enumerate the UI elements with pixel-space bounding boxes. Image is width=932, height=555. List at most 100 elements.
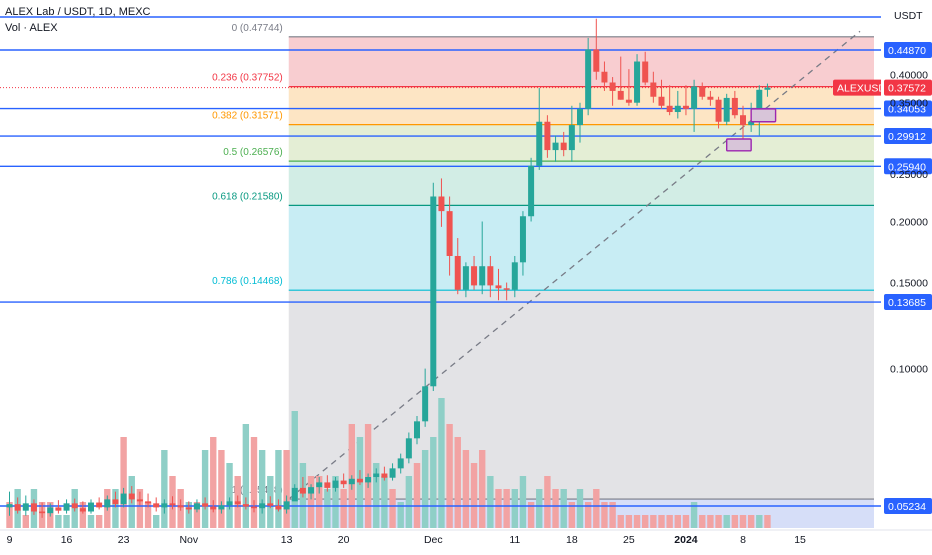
candle-body bbox=[740, 115, 746, 126]
candle-body bbox=[161, 503, 168, 508]
volume-bar bbox=[185, 502, 192, 528]
candle-body bbox=[414, 421, 420, 439]
volume-bar bbox=[389, 489, 396, 528]
volume-bar bbox=[617, 515, 624, 528]
candle-body bbox=[47, 507, 54, 514]
time-tick-label: 9 bbox=[7, 534, 13, 546]
volume-bar bbox=[405, 476, 413, 528]
candle-body bbox=[299, 487, 306, 494]
volume-bar bbox=[55, 515, 62, 528]
candle-body bbox=[128, 493, 135, 500]
volume-bar bbox=[63, 515, 70, 528]
volume-bar bbox=[764, 515, 771, 528]
volume-bar bbox=[707, 515, 714, 528]
candle-body bbox=[6, 504, 13, 508]
volume-bar bbox=[699, 515, 706, 528]
candle-body bbox=[495, 285, 502, 289]
candle-body bbox=[715, 99, 722, 122]
symbol-tag bbox=[833, 79, 884, 96]
volume-bar bbox=[593, 489, 600, 528]
volume-bar bbox=[193, 502, 201, 528]
fib-level-label: 0.786 (0.14468) bbox=[212, 276, 283, 287]
candle-body bbox=[218, 505, 225, 510]
candle-body bbox=[617, 90, 624, 100]
time-tick-label: 13 bbox=[281, 534, 293, 546]
symbol-tag-label: ALEXUSDT bbox=[837, 83, 893, 95]
level-tag-label: 0.05234 bbox=[888, 501, 926, 513]
level-tag-label: 0.25940 bbox=[888, 161, 926, 173]
candle-body bbox=[544, 121, 551, 151]
candle-body bbox=[283, 501, 290, 510]
candle-body bbox=[691, 86, 698, 109]
volume-bar bbox=[144, 502, 152, 528]
volume-bar bbox=[650, 515, 657, 528]
candle-body bbox=[291, 487, 298, 502]
candle-body bbox=[332, 480, 339, 488]
price-tick-label: 0.20000 bbox=[890, 216, 928, 228]
volume-bar bbox=[739, 515, 747, 528]
time-tick-label: 15 bbox=[794, 534, 806, 546]
candle-body bbox=[438, 196, 445, 212]
level-tag bbox=[884, 158, 932, 175]
volume-bar bbox=[120, 437, 127, 528]
candle-body bbox=[275, 505, 282, 510]
candle-body bbox=[397, 458, 404, 469]
volume-bar bbox=[544, 476, 551, 528]
volume-bar bbox=[715, 515, 722, 528]
candle-body bbox=[259, 503, 266, 509]
time-tick-label: 25 bbox=[623, 534, 635, 546]
candle-body bbox=[756, 89, 763, 122]
volume-bar bbox=[226, 463, 233, 528]
volume-bar bbox=[609, 502, 616, 528]
volume-bar bbox=[307, 476, 315, 528]
volume-bar bbox=[682, 515, 690, 528]
current-price-tag bbox=[884, 79, 932, 96]
volume-bar bbox=[283, 450, 290, 528]
symbol-legend[interactable]: ALEX Lab / USDT, 1D, MEXC bbox=[5, 6, 151, 18]
volume-bar bbox=[275, 450, 282, 528]
volume-bar bbox=[731, 515, 739, 528]
candle-body bbox=[748, 121, 755, 126]
volume-bar bbox=[324, 489, 331, 528]
fib-level-label: 0.382 (0.31571) bbox=[212, 111, 283, 122]
volume-bar bbox=[690, 502, 698, 528]
candle-body bbox=[609, 82, 616, 91]
candle-body bbox=[340, 480, 347, 485]
candle-body bbox=[71, 503, 78, 509]
fib-band bbox=[288, 290, 874, 500]
time-tick-label: 23 bbox=[118, 534, 130, 546]
time-tick-label: Nov bbox=[179, 534, 198, 546]
current-price-label: 0.37572 bbox=[888, 83, 926, 95]
volume-bar bbox=[201, 450, 209, 528]
fib-band bbox=[288, 124, 874, 162]
level-tag-label: 0.13685 bbox=[888, 297, 926, 309]
time-tick-label: 2024 bbox=[674, 534, 698, 546]
fib-level-label: 0.236 (0.37752) bbox=[212, 73, 283, 84]
candle-body bbox=[30, 503, 37, 512]
candle-body bbox=[552, 142, 559, 151]
candle-body bbox=[356, 478, 363, 483]
volume-bar bbox=[112, 489, 119, 528]
volume-bar bbox=[258, 450, 266, 528]
candle-body bbox=[471, 266, 478, 286]
volume-bar bbox=[756, 515, 763, 528]
volume-legend[interactable]: Vol · ALEX bbox=[5, 22, 58, 34]
volume-bar bbox=[568, 502, 576, 528]
volume-bar bbox=[95, 515, 103, 528]
volume-bar bbox=[503, 489, 510, 528]
level-tag bbox=[884, 100, 932, 117]
candle-body bbox=[593, 49, 600, 72]
time-tick-label: Dec bbox=[424, 534, 443, 546]
price-tick-label: 0.40000 bbox=[890, 69, 928, 81]
highlight-zone bbox=[726, 138, 752, 152]
candle-body bbox=[267, 503, 274, 506]
volume-bar bbox=[340, 489, 347, 528]
candle-body bbox=[88, 502, 94, 512]
volume-bar bbox=[674, 515, 681, 528]
volume-bar bbox=[519, 476, 527, 528]
volume-bar bbox=[454, 437, 461, 528]
volume-bar bbox=[446, 424, 453, 528]
level-tag bbox=[884, 498, 932, 514]
volume-bar bbox=[633, 515, 641, 528]
